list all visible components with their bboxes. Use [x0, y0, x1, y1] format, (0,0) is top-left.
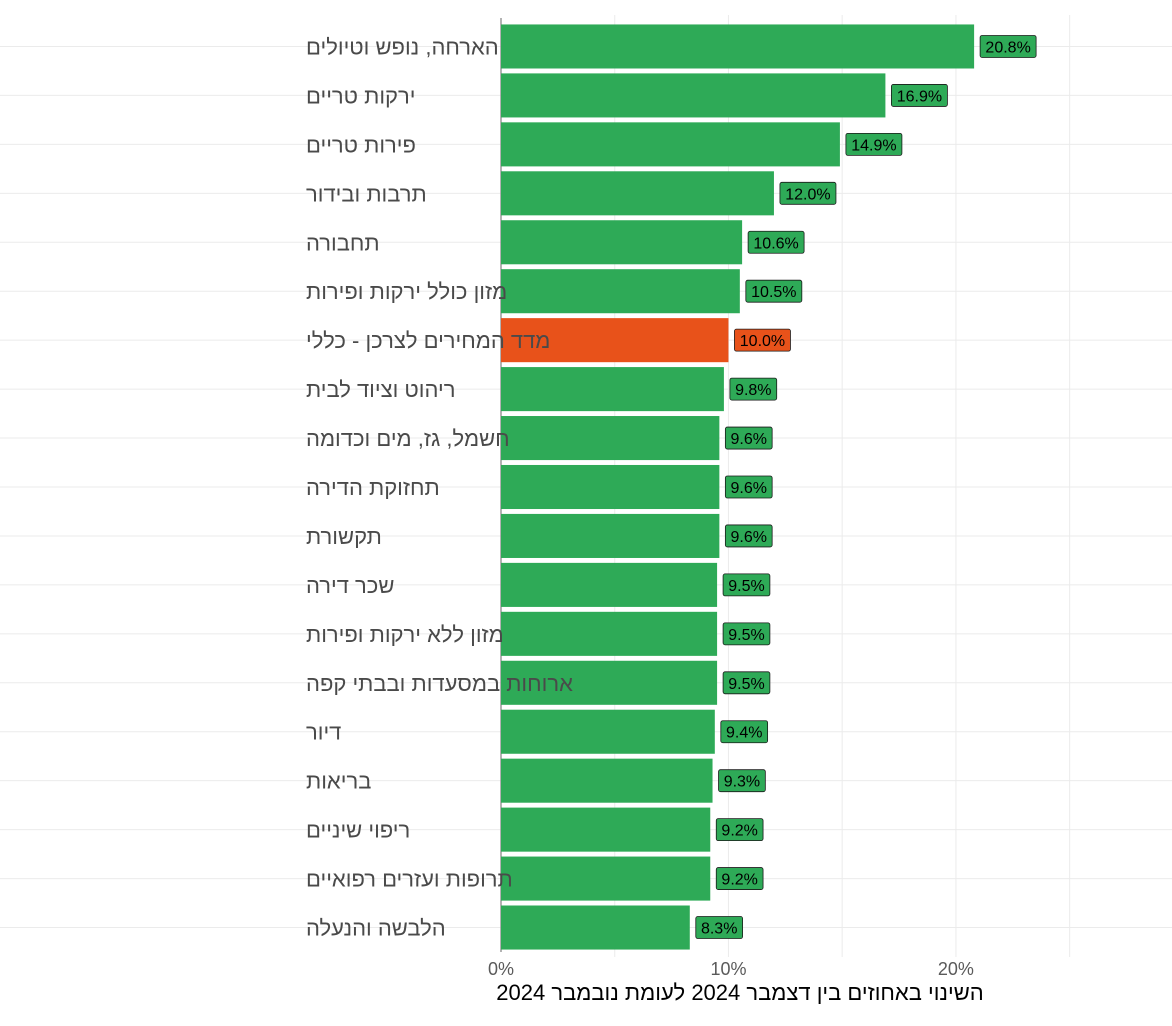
bar	[501, 122, 840, 167]
bar	[501, 220, 743, 265]
data-label-box	[745, 279, 803, 303]
data-label-box	[722, 622, 771, 646]
data-label-box	[720, 720, 769, 744]
data-label: 8.3%	[701, 921, 737, 938]
category-label: תרופות ועזרים רפואיים	[306, 867, 513, 892]
bar	[501, 464, 720, 510]
bar	[501, 269, 740, 314]
category-label: חשמל, גז, מים וכדומה	[306, 426, 510, 451]
data-label: 9.6%	[731, 431, 767, 448]
bar	[501, 24, 975, 69]
data-label-box	[734, 328, 791, 352]
x-tick-labels-layer: 0% 10% 20%	[488, 959, 974, 979]
category-label: מזון כולל ירקות ופירות	[306, 279, 507, 304]
data-label-box	[722, 573, 771, 597]
bar	[501, 807, 711, 852]
x-tick-label: 0%	[488, 959, 514, 979]
data-label: 9.5%	[728, 627, 764, 644]
x-tick-label: 20%	[938, 959, 974, 979]
bar	[501, 367, 724, 412]
data-label-box	[724, 475, 773, 499]
category-label: שכר דירה	[306, 573, 394, 598]
data-label-box	[715, 818, 764, 842]
category-label: ריפוי שיניים	[306, 818, 410, 843]
data-label-box	[779, 181, 837, 205]
data-label: 9.4%	[726, 725, 762, 742]
data-label: 14.9%	[851, 137, 896, 154]
category-label: ריהוט וציוד לבית	[306, 377, 455, 402]
data-label-box	[722, 671, 771, 695]
bar	[501, 513, 720, 558]
bar	[501, 905, 690, 950]
bar	[501, 416, 720, 461]
data-label-box	[845, 132, 903, 156]
bar	[501, 660, 718, 705]
category-label: ארוחות במסעדות ובבתי קפה	[306, 671, 573, 696]
bar	[501, 856, 711, 901]
category-label: בריאות	[306, 769, 371, 794]
category-label: מדד המחירים לצרכן - כללי	[306, 328, 550, 353]
category-label: מזון ללא ירקות ופירות	[306, 622, 504, 647]
data-label: 12.0%	[785, 186, 830, 203]
category-label: הלבשה והנעלה	[306, 916, 446, 941]
category-label: הארחה, נופש וטיולים	[306, 34, 499, 59]
data-label: 9.5%	[728, 578, 764, 595]
data-label: 9.5%	[728, 676, 764, 693]
bar	[501, 171, 774, 216]
category-label: ירקות טריים	[306, 83, 416, 108]
data-label: 10.0%	[740, 333, 785, 350]
data-label: 9.8%	[735, 382, 771, 399]
data-label: 10.6%	[753, 235, 798, 252]
data-label-box	[715, 867, 764, 890]
bar	[501, 709, 715, 754]
data-label: 10.5%	[751, 284, 796, 301]
x-axis-title: השינוי באחוזים בין דצמבר 2024 לעומת נובמ…	[496, 980, 983, 1005]
data-label: 9.6%	[731, 529, 767, 546]
data-label: 9.2%	[721, 823, 757, 840]
x-tick-label: 10%	[710, 959, 746, 979]
data-label-box	[724, 426, 773, 450]
category-label: תחבורה	[306, 230, 380, 255]
bar	[501, 318, 729, 363]
data-label-box	[718, 769, 766, 793]
value-labels-layer: 20.8% 16.9% 14.9% 12.0% 10.6% 10.5% 10.0% 9.8% 9…	[695, 35, 1037, 939]
data-label-box	[729, 377, 778, 401]
data-label-box	[979, 35, 1037, 58]
data-label: 9.2%	[721, 872, 757, 889]
bars-layer	[501, 24, 975, 950]
data-label-box	[891, 84, 948, 107]
category-label: פירות טריים	[306, 132, 416, 157]
category-label: תקשורת	[306, 524, 382, 549]
data-label: 9.3%	[724, 774, 760, 791]
category-label: תרבות ובידור	[306, 181, 427, 206]
bar	[501, 73, 886, 118]
data-label: 16.9%	[897, 88, 942, 105]
bar	[501, 562, 718, 607]
bar	[501, 758, 713, 803]
bar	[501, 611, 718, 656]
category-label: תחזוקת הדירה	[306, 475, 440, 500]
category-label: דיור	[306, 720, 341, 745]
data-label-box	[747, 230, 805, 254]
category-labels-layer: הארחה, נופש וטיולים ירקות טריים פירות טריי…	[306, 34, 573, 940]
data-label-box	[695, 916, 743, 939]
data-label-box	[724, 524, 773, 548]
data-label: 20.8%	[985, 39, 1030, 56]
data-label: 9.6%	[731, 480, 767, 497]
